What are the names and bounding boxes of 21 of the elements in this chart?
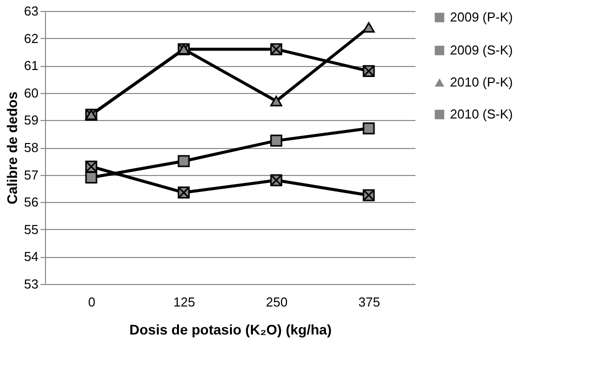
- y-tick-label: 55: [24, 222, 38, 237]
- y-tick-label: 58: [24, 140, 38, 155]
- y-tick-label: 54: [24, 249, 38, 264]
- x-tick-label: 0: [88, 294, 96, 310]
- y-tick-label: 56: [24, 194, 38, 210]
- legend-label: 2010 (P-K): [450, 74, 513, 90]
- legend-label: 2009 (S-K): [450, 42, 513, 58]
- y-tick-label: 63: [24, 4, 38, 18]
- legend-label: 2009 (P-K): [450, 10, 513, 24]
- y-tick-label: 57: [24, 167, 38, 182]
- y-tick-label: 60: [24, 85, 38, 100]
- x-tick-label: 125: [173, 294, 196, 310]
- x-tick-label: 375: [358, 294, 380, 310]
- y-tick-label: 59: [24, 112, 38, 128]
- y-tick-label: 61: [24, 58, 38, 74]
- y-tick-label: 62: [24, 30, 38, 46]
- y-axis-title: Calibre de dedos: [4, 91, 20, 204]
- x-tick-label: 250: [266, 294, 288, 310]
- y-tick-label: 53: [24, 276, 38, 292]
- x-axis-title: Dosis de potasio (K₂O) (kg/ha): [129, 322, 332, 338]
- legend-label: 2010 (S-K): [450, 106, 513, 122]
